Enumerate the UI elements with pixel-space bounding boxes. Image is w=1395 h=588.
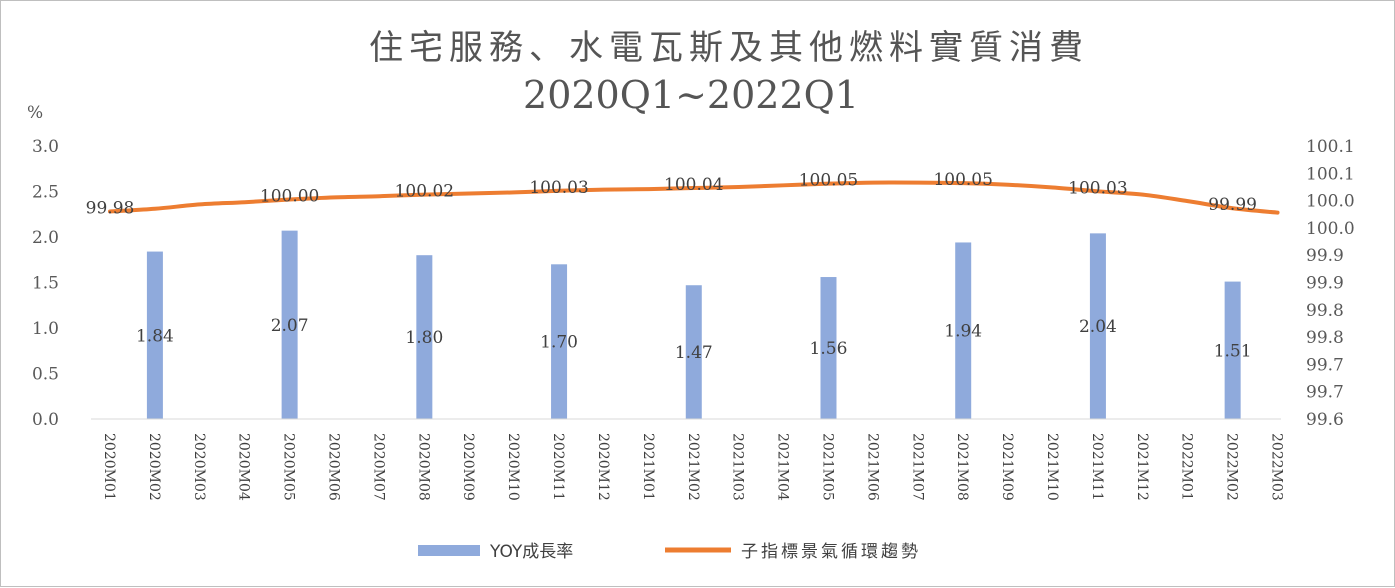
category-label: 2020M09 <box>460 433 476 501</box>
line-value-label: 100.04 <box>664 175 723 195</box>
category-label: 2022M01 <box>1179 433 1195 501</box>
category-label: 2021M02 <box>685 433 701 501</box>
right-tick-label: 100.1 <box>1306 137 1355 157</box>
line-value-label: 100.05 <box>799 171 858 191</box>
bar-value-label: 2.07 <box>271 316 309 336</box>
category-label: 2020M12 <box>595 433 611 501</box>
category-label: 2021M11 <box>1089 433 1105 501</box>
right-axis-ticks: 99.6 99.7 99.7 99.8 99.8 99.9 99.9 100.0 100.0 10… <box>1306 137 1355 430</box>
category-label: 2020M10 <box>505 433 521 501</box>
line-data-labels: 99.98 100.00 100.02 100.03 100.04 100.05 100.0… <box>86 170 1257 218</box>
category-label: 2021M10 <box>1044 433 1060 501</box>
left-tick-label: 0.0 <box>32 410 59 430</box>
line-value-label: 100.03 <box>1068 178 1127 198</box>
line-value-label: 100.02 <box>395 182 454 202</box>
bar-value-label: 1.70 <box>540 333 578 353</box>
category-label: 2020M01 <box>101 433 117 501</box>
category-label: 2021M12 <box>1134 433 1150 501</box>
category-label: 2022M03 <box>1269 433 1285 501</box>
category-label: 2020M08 <box>415 433 431 501</box>
bar-value-label: 1.56 <box>810 339 848 359</box>
category-label: 2020M02 <box>146 433 162 501</box>
category-label: 2021M08 <box>954 433 970 501</box>
bar-value-label: 1.84 <box>136 326 174 346</box>
left-tick-label: 0.5 <box>32 365 59 385</box>
bar <box>551 264 568 419</box>
category-label: 2020M04 <box>236 433 252 501</box>
category-label: 2021M07 <box>909 433 925 501</box>
category-label: 2021M05 <box>819 433 835 501</box>
left-tick-label: 1.5 <box>32 274 59 294</box>
category-label: 2021M03 <box>730 433 746 501</box>
bar <box>146 251 163 419</box>
chart-title: 住宅服務、水電瓦斯及其他燃料實質消費 <box>369 28 1089 68</box>
category-label: 2021M01 <box>640 433 656 501</box>
bar-value-label: 1.94 <box>944 322 982 342</box>
left-tick-label: 2.5 <box>32 183 59 203</box>
category-label: 2022M02 <box>1224 433 1240 501</box>
line-value-label: 99.99 <box>1208 195 1257 215</box>
right-tick-label: 99.7 <box>1306 355 1344 375</box>
legend-bar-swatch <box>418 545 480 556</box>
chart-subtitle: 2020Q1~2022Q1 <box>523 73 859 117</box>
category-label: 2021M06 <box>864 433 880 501</box>
category-label: 2020M11 <box>550 433 566 501</box>
bar-value-label: 2.04 <box>1079 317 1117 337</box>
category-label: 2021M04 <box>775 433 791 501</box>
bar <box>1224 281 1241 419</box>
line-value-label: 100.05 <box>933 170 992 190</box>
category-label: 2020M03 <box>191 433 207 501</box>
bar <box>281 230 298 419</box>
left-tick-label: 3.0 <box>32 137 59 157</box>
right-tick-label: 100.0 <box>1306 219 1355 239</box>
legend: YOY成長率 子指標景氣循環趨勢 <box>418 542 921 562</box>
right-tick-label: 99.9 <box>1306 274 1344 294</box>
left-tick-label: 1.0 <box>32 319 59 339</box>
right-tick-label: 100.1 <box>1306 164 1355 184</box>
right-tick-label: 99.6 <box>1306 410 1344 430</box>
legend-line-label: 子指標景氣循環趨勢 <box>741 542 921 562</box>
line-value-label: 100.03 <box>529 178 588 198</box>
bar <box>820 277 837 419</box>
trend-line <box>108 180 1280 215</box>
right-tick-label: 100.0 <box>1306 192 1355 212</box>
category-label: 2020M05 <box>281 433 297 501</box>
category-label: 2020M06 <box>326 433 342 501</box>
left-tick-label: 2.0 <box>32 228 59 248</box>
bar-value-label: 1.80 <box>405 328 443 348</box>
left-axis-ticks: 0.0 0.5 1.0 1.5 2.0 2.5 3.0 <box>32 137 59 430</box>
bar-data-labels: 1.84 2.07 1.80 1.70 1.47 1.56 1.94 2.04 1.51 <box>136 316 1252 363</box>
legend-bar-label: YOY成長率 <box>489 542 573 562</box>
right-tick-label: 99.8 <box>1306 301 1344 321</box>
right-tick-label: 99.9 <box>1306 246 1344 266</box>
bar <box>1089 233 1106 419</box>
bar-series <box>146 230 1241 419</box>
line-series <box>108 180 1280 215</box>
left-axis-unit: % <box>27 103 43 123</box>
x-axis-categories: 2020M01 2020M02 2020M03 2020M04 2020M05 2020M… <box>101 433 1285 501</box>
bar <box>955 242 972 419</box>
category-label: 2020M07 <box>370 433 386 501</box>
bar-value-label: 1.47 <box>675 343 713 363</box>
line-value-label: 99.98 <box>86 199 135 219</box>
line-value-label: 100.00 <box>260 187 319 207</box>
right-tick-label: 99.8 <box>1306 328 1344 348</box>
bar <box>416 255 433 419</box>
category-label: 2021M09 <box>999 433 1015 501</box>
bar-value-label: 1.51 <box>1214 341 1252 361</box>
bar <box>685 285 702 419</box>
right-tick-label: 99.7 <box>1306 383 1344 403</box>
